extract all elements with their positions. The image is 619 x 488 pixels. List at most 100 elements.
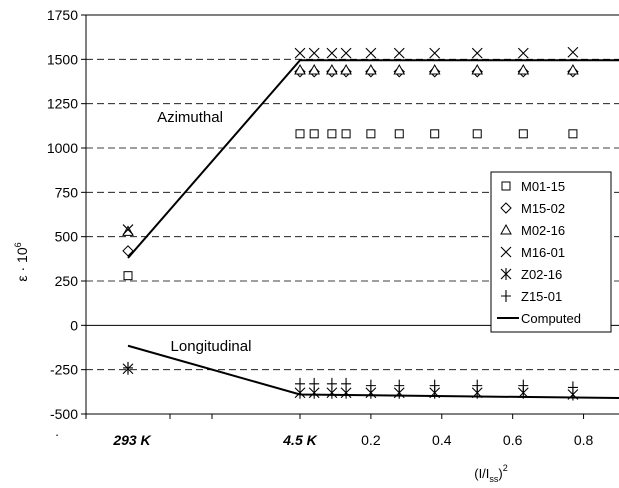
triangle-marker-shape: [326, 63, 338, 75]
y-axis-label: ε · 106: [13, 242, 30, 281]
square-marker-shape: [518, 129, 528, 139]
legend-marker-z02-16: [500, 268, 512, 280]
x-tick-labels: 0.2 0.4 0.6 0.8: [361, 432, 593, 448]
x-marker-shape: [340, 47, 352, 59]
x-marker-shape: [365, 47, 377, 59]
triangle-marker-shape: [500, 223, 512, 235]
data-point-m02-16: [428, 63, 441, 75]
plus-marker-shape: [341, 377, 352, 390]
plus-marker-shape: [501, 290, 511, 302]
data-point-m02-16: [340, 63, 352, 75]
data-point-m02-16: [326, 63, 338, 75]
legend-marker-m02-16: [500, 223, 512, 235]
y-tick-label: 500: [55, 229, 79, 245]
data-point-z15-01: [341, 377, 352, 390]
x-tick-label: 0.8: [574, 432, 594, 448]
y-tick-label: 750: [55, 184, 79, 200]
data-point-m01-15: [309, 129, 319, 139]
triangle-marker-shape: [567, 63, 579, 75]
legend-label: Z02-16: [521, 267, 562, 282]
computed-line-azimuthal: [127, 59, 619, 259]
y-tick-label: 1500: [47, 51, 78, 67]
triangle-marker-shape: [308, 63, 321, 75]
triangle-marker-shape: [393, 63, 406, 75]
data-point-z15-01: [326, 377, 337, 390]
data-point-m01-15: [295, 129, 305, 139]
square-marker-shape: [327, 129, 337, 139]
plus-marker-shape: [326, 377, 337, 390]
plus-marker-shape: [295, 377, 305, 390]
x-marker-shape: [393, 47, 405, 59]
x-tick-label: 0.4: [432, 432, 452, 448]
annotation-azimuthal: Azimuthal: [157, 109, 223, 126]
y-tick-label: -500: [50, 406, 78, 422]
legend-label: M02-16: [521, 223, 565, 238]
legend: M01-15 M15-02 M02-16 M16-01 Z02-16 Z15-01 Comp…: [490, 171, 612, 333]
data-point-m02-16: [308, 63, 321, 75]
data-point-m01-15: [327, 129, 337, 139]
x-tick-label: 0.6: [503, 432, 523, 448]
diamond-marker-shape: [122, 245, 134, 257]
data-point-m02-16-warm: [122, 225, 134, 236]
triangle-marker-shape: [517, 63, 530, 75]
legend-marker-m15-02: [500, 202, 512, 214]
data-point-z15-01: [295, 377, 305, 390]
diamond-marker-shape: [500, 202, 512, 214]
legend-label: M16-01: [521, 245, 565, 260]
y-tick-label: 250: [55, 273, 79, 289]
data-point-m16-01: [365, 47, 377, 59]
y-tick-label: 1750: [47, 7, 78, 23]
x-marker-shape: [517, 47, 529, 59]
triangle-marker-shape: [428, 63, 441, 75]
data-point-m02-16: [294, 63, 306, 75]
legend-label: M01-15: [521, 179, 565, 194]
y-tick-label: 0: [70, 317, 78, 333]
square-marker-shape: [430, 129, 440, 139]
data-point-m01-15: [394, 129, 404, 139]
legend-marker-z15-01: [501, 290, 511, 302]
triangle-marker-shape: [471, 63, 484, 75]
data-point-m02-16: [471, 63, 484, 75]
data-point-m16-01: [340, 47, 352, 59]
y-tick-label: 1000: [47, 140, 78, 156]
data-point-z15-01: [472, 379, 483, 392]
plus-marker-shape: [309, 377, 320, 390]
square-marker-shape: [123, 271, 133, 281]
data-point-m02-16: [393, 63, 406, 75]
data-point-m16-01: [326, 47, 338, 59]
data-point-m02-16: [567, 63, 579, 75]
data-point-m16-01: [294, 47, 306, 59]
data-point-z15-01: [567, 381, 578, 394]
triangle-marker-shape: [122, 225, 134, 236]
legend-box: [490, 171, 612, 333]
square-marker-shape: [472, 129, 482, 139]
legend-marker-m16-01: [500, 246, 512, 258]
x-axis-label: (I/Iss)2: [474, 463, 508, 484]
data-point-m15-02-warm: [122, 245, 134, 257]
plus-marker-shape: [123, 361, 133, 374]
square-marker-shape: [568, 129, 578, 139]
legend-marker-m01-15: [501, 181, 511, 191]
y-tick-label: -250: [50, 362, 78, 378]
x-tick-label: 0.2: [361, 432, 381, 448]
annotation-longitudinal: Longitudinal: [171, 338, 252, 355]
x-marker-shape: [500, 246, 512, 258]
data-point-m01-15: [472, 129, 482, 139]
data-point-z15-01: [309, 377, 320, 390]
data-point-m16-01: [308, 47, 320, 59]
plus-marker-shape: [394, 379, 405, 392]
square-marker-shape: [309, 129, 319, 139]
plus-marker-shape: [567, 381, 578, 394]
y-tick-label: 1250: [47, 96, 78, 112]
data-point-m16-01: [471, 47, 483, 59]
legend-label: Z15-01: [521, 289, 562, 304]
legend-label: Computed: [521, 311, 581, 326]
triangle-marker-shape: [294, 63, 306, 75]
data-point-m01-15: [568, 129, 578, 139]
data-point-m16-01: [429, 47, 441, 59]
data-point-m16-01: [393, 47, 405, 59]
square-marker-shape: [501, 181, 511, 191]
y-tick-labels: 1750 1500 1250 1000 750 500 250 0 -250 -500: [47, 7, 78, 422]
data-point-z15-01: [394, 379, 405, 392]
